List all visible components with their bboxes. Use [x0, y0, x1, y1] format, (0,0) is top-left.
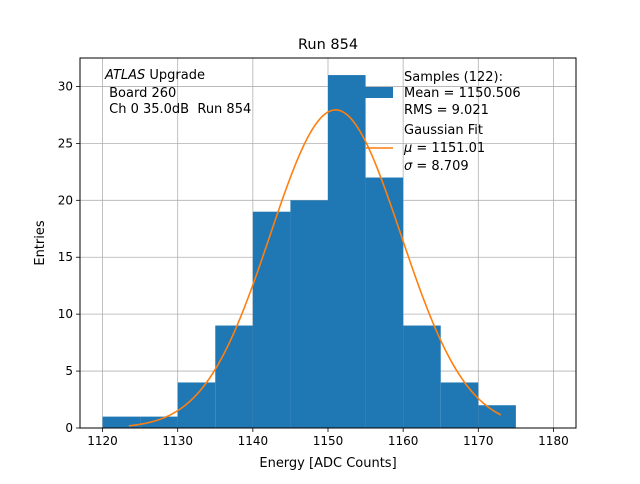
- x-tick-label: 1130: [162, 434, 193, 448]
- mu-symbol: μ: [403, 141, 412, 156]
- sigma-symbol: σ: [404, 159, 413, 174]
- histogram-bar: [403, 325, 441, 428]
- chart-title: Run 854: [298, 37, 358, 53]
- upgrade-label: Upgrade: [145, 68, 205, 83]
- y-tick-label: 10: [58, 307, 73, 321]
- annotation-line-1: ATLAS Upgrade: [104, 68, 205, 83]
- atlas-label: ATLAS: [104, 68, 145, 83]
- x-tick-label: 1150: [313, 434, 344, 448]
- legend-fit-title: Gaussian Fit: [404, 123, 483, 138]
- legend-fit-sigma: σ = 8.709: [404, 159, 469, 174]
- histogram-bar: [290, 200, 328, 428]
- legend-fit-mu: μ = 1151.01: [403, 141, 485, 156]
- histogram-bar: [328, 75, 366, 429]
- legend-samples-mean: Mean = 1150.506: [404, 86, 521, 101]
- histogram-bar: [478, 405, 516, 428]
- histogram-bar: [365, 177, 404, 428]
- histogram-bars: [102, 75, 516, 429]
- y-tick-label: 15: [58, 250, 73, 264]
- x-axis-ticks: 1120 1130 1140 1150 1160 1170 1180: [87, 428, 569, 448]
- y-tick-label: 0: [65, 421, 73, 435]
- x-tick-label: 1180: [538, 434, 569, 448]
- y-axis-label: Entries: [33, 220, 48, 266]
- histogram-bar: [140, 416, 178, 428]
- x-tick-label: 1120: [87, 434, 118, 448]
- histogram-bar: [177, 382, 216, 428]
- histogram-bar: [215, 325, 253, 428]
- legend-samples-rms: RMS = 9.021: [404, 103, 489, 118]
- fit-curve-layer: [128, 109, 502, 427]
- legend: Samples (122): Mean = 1150.506 RMS = 9.0…: [365, 70, 521, 174]
- info-annotation: ATLAS Upgrade Board 260 Ch 0 35.0dB Run …: [104, 68, 251, 117]
- x-tick-label: 1140: [238, 434, 269, 448]
- x-tick-label: 1160: [388, 434, 419, 448]
- histogram-bar: [252, 211, 291, 428]
- histogram-bar: [440, 382, 479, 428]
- y-tick-label: 5: [65, 364, 73, 378]
- legend-samples-swatch: [365, 87, 393, 98]
- gaussian-fit-curve: [128, 109, 502, 427]
- y-tick-label: 30: [58, 79, 73, 93]
- x-axis-label: Energy [ADC Counts]: [259, 456, 396, 471]
- histogram-bar: [102, 416, 141, 428]
- board-label: Board 260: [105, 86, 176, 101]
- y-tick-label: 20: [58, 193, 73, 207]
- channel-run-label: Ch 0 35.0dB Run 854: [105, 102, 251, 117]
- y-tick-label: 25: [58, 136, 73, 150]
- mu-value: = 1151.01: [412, 141, 485, 156]
- x-tick-label: 1170: [463, 434, 494, 448]
- sigma-value: = 8.709: [412, 159, 468, 174]
- y-axis-ticks: 0 5 10 15 20 25 30: [58, 79, 80, 435]
- legend-samples-title: Samples (122):: [404, 70, 503, 85]
